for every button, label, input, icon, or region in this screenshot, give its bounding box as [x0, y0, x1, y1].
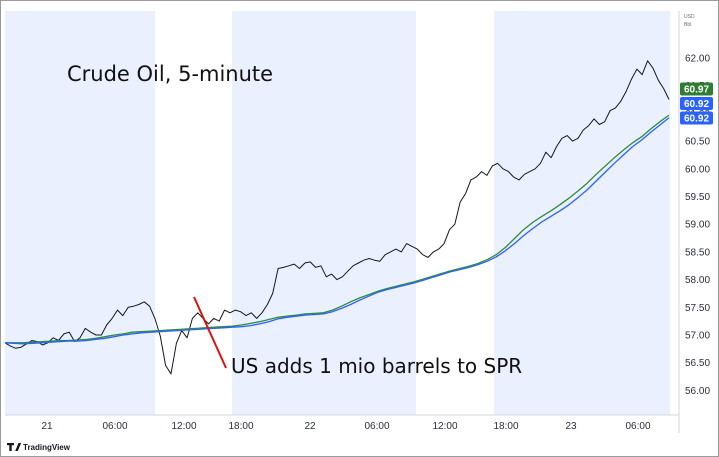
session-band — [232, 11, 416, 415]
x-tick-label: 22 — [304, 421, 316, 432]
moving-average-line — [5, 114, 670, 344]
x-tick-label: 06:00 — [102, 421, 127, 432]
price-line — [4, 60, 670, 375]
y-tick-label: 56.00 — [685, 386, 710, 397]
y-tick-label: 58.50 — [685, 247, 710, 258]
session-band — [5, 11, 155, 415]
annotation-arrow — [193, 296, 227, 369]
x-tick-label: 12:00 — [432, 421, 457, 432]
price-tag — [680, 82, 713, 96]
y-tick-label: 56.50 — [685, 358, 710, 369]
y-tick-label: 60.50 — [685, 137, 710, 148]
y-tick-label: 60.00 — [685, 164, 710, 175]
unit-label: Bbl — [684, 22, 691, 28]
session-band — [494, 11, 670, 415]
price-tag — [680, 111, 713, 125]
x-tick-label: 18:00 — [228, 421, 253, 432]
session-shading — [5, 11, 670, 415]
y-tick-label: 62.00 — [685, 54, 710, 65]
x-tick-label: 06:00 — [625, 421, 650, 432]
x-tick-label: 18:00 — [493, 421, 518, 432]
y-tick-label: 59.00 — [685, 220, 710, 231]
price-tag — [680, 97, 713, 110]
tradingview-logo-icon — [6, 443, 22, 451]
price-tag-label: 60.92 — [684, 114, 709, 125]
tradingview-logo[interactable]: TradingView — [6, 443, 71, 452]
tradingview-logo-text: TradingView — [23, 443, 71, 452]
price-tag-label: 60.97 — [684, 85, 709, 96]
currency-label: USD — [684, 14, 695, 20]
annotation-text: US adds 1 mio barrels to SPR — [231, 354, 522, 378]
price-tag-label: 60.92 — [684, 99, 709, 110]
y-tick-label: 59.50 — [685, 192, 710, 203]
chart-title: Crude Oil, 5-minute — [67, 62, 273, 86]
x-tick-label: 12:00 — [171, 421, 196, 432]
x-tick-label: 06:00 — [364, 421, 389, 432]
moving-average-series — [4, 114, 670, 345]
price-tags: 60.97 60.92 60.92 — [680, 82, 713, 125]
x-axis-ticks: 21 06:00 12:00 18:00 22 06:00 12:00 18:00 23 06:0… — [41, 421, 651, 432]
y-tick-label: 58.00 — [685, 275, 710, 286]
x-tick-label: 23 — [565, 421, 577, 432]
moving-average-line — [4, 117, 670, 345]
price-series — [4, 60, 670, 375]
y-tick-label: 57.00 — [685, 331, 710, 342]
y-tick-label: 57.50 — [685, 303, 710, 314]
x-tick-label: 21 — [41, 421, 53, 432]
